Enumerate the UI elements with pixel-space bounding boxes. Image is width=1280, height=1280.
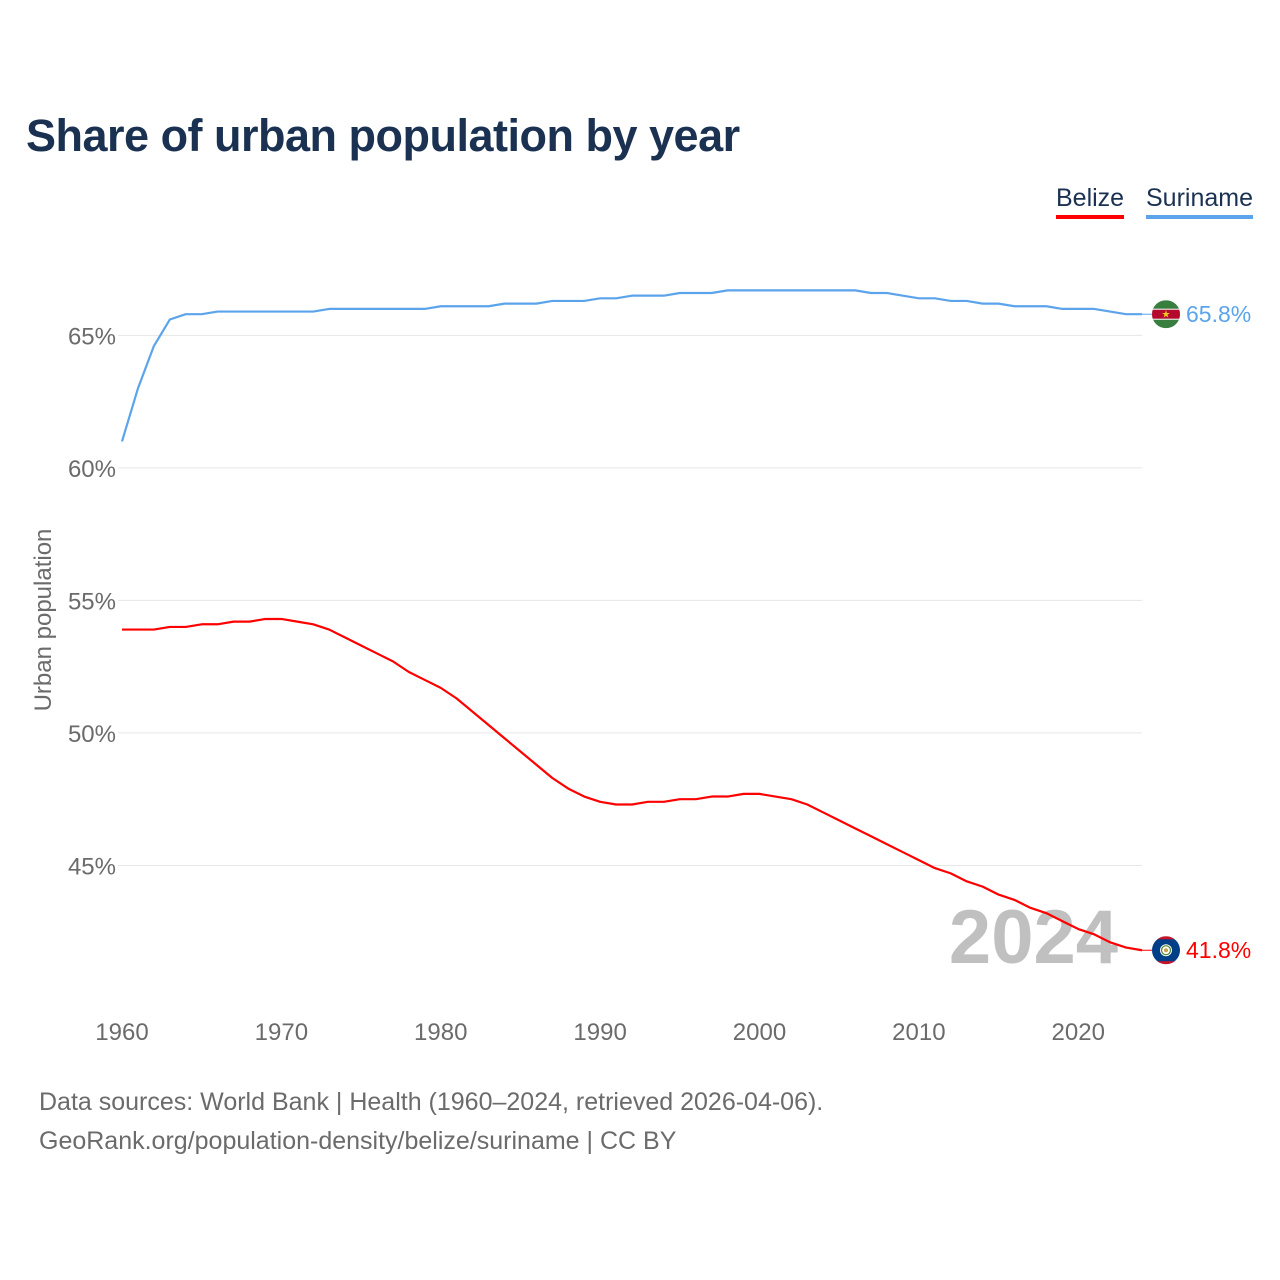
end-value-label: 65.8% [1186,301,1251,327]
flag-emblem [1164,948,1168,953]
x-tick-label: 2000 [733,1019,786,1046]
series-line-suriname [120,289,1142,442]
y-tick-label: 55% [68,588,116,615]
y-tick-label: 50% [68,721,116,748]
belize-flag-icon [1152,936,1180,965]
star-icon: ★ [1162,310,1171,321]
flag-red-top [1152,936,1180,940]
flag-red-bottom [1152,961,1180,965]
suriname-flag-icon: ★ [1152,300,1180,329]
flag [1152,936,1180,965]
flag: ★ [1152,300,1180,329]
y-tick-label: 45% [68,853,116,880]
flag-red [1152,309,1180,319]
x-tick-label: 1980 [414,1019,467,1046]
attribution-link[interactable]: GeoRank.org/population-density/belize/su… [39,1127,677,1155]
series-line-belize [122,617,1143,952]
x-tick-label: 2020 [1052,1019,1105,1046]
x-tick-label: 2010 [892,1019,945,1046]
chart-title: Share of urban population by year [26,110,740,161]
y-axis-label: Urban population [30,529,57,712]
y-tick-label: 60% [68,456,116,483]
y-tick-label: 65% [68,323,116,350]
legend-suriname[interactable]: Suriname [1146,184,1253,219]
flag-wreath [1160,945,1172,956]
x-tick-label: 1960 [95,1019,148,1046]
data-sources: Data sources: World Bank | Health (1960–… [39,1088,824,1116]
legend-belize[interactable]: Belize [1056,184,1125,219]
x-tick-label: 1990 [573,1019,626,1046]
end-value-label: 41.8% [1186,937,1251,963]
x-tick-label: 1970 [255,1019,308,1046]
